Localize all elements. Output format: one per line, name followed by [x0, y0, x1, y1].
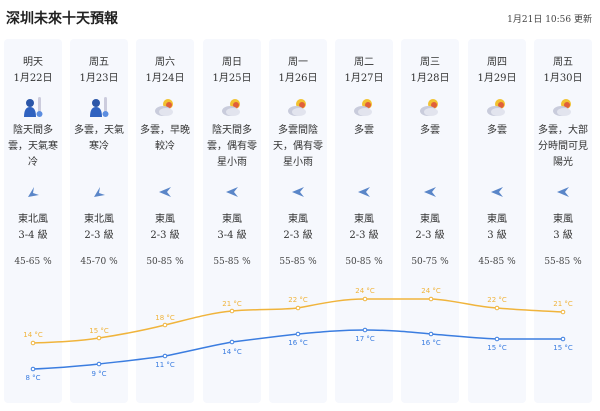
day-column: 明天 1月22日 陰天間多雲，天氣寒冷 東北風 3-4 級 45-65 % — [4, 39, 62, 403]
wind-level: 3-4 級 — [217, 230, 247, 241]
weather-description: 陰天間多雲，天氣寒冷 — [8, 125, 58, 168]
sun-cloud-icon — [553, 99, 571, 116]
wind-direction-icon — [557, 187, 569, 197]
humidity: 45-85 % — [478, 257, 516, 267]
wind-level: 2-3 級 — [150, 230, 180, 241]
day-column: 周一 1月26日 多雲間陰天，偶有零星小雨 東風 2-3 級 55-85 % — [269, 39, 327, 403]
humidity: 55-85 % — [279, 257, 317, 267]
weather-description: 多雲間陰天，偶有零星小雨 — [273, 125, 323, 168]
day-of-week: 明天 — [23, 57, 43, 68]
day-column: 周二 1月27日 多雲 東風 2-3 級 50-85 % — [335, 39, 393, 403]
wind-direction: 東北風 — [84, 214, 114, 225]
day-of-week: 周一 — [288, 57, 308, 68]
wind-direction: 東風 — [155, 214, 175, 225]
day-of-week: 周六 — [155, 57, 175, 68]
forecast-columns: 明天 1月22日 陰天間多雲，天氣寒冷 東北風 3-4 級 45-65 % 周五… — [0, 39, 600, 403]
wind-level: 3 級 — [553, 230, 573, 241]
sun-cloud-icon — [354, 99, 372, 116]
day-column: 周五 1月23日 多雲，天氣寒冷 東北風 2-3 級 45-70 % — [70, 39, 128, 403]
update-timestamp: 1月21日 10:56 更新 — [507, 15, 592, 25]
wind-direction-icon — [424, 187, 436, 197]
sun-cloud-icon — [155, 99, 173, 116]
humidity: 55-85 % — [213, 257, 251, 267]
day-date: 1月30日 — [543, 73, 583, 84]
wind-direction-icon — [94, 187, 105, 197]
sun-cloud-icon — [487, 99, 505, 116]
humidity: 55-85 % — [544, 257, 582, 267]
cold-icon — [24, 97, 43, 117]
wind-direction: 東風 — [222, 214, 242, 225]
wind-direction-icon — [358, 187, 370, 197]
day-date: 1月28日 — [410, 73, 450, 84]
day-date: 1月25日 — [212, 73, 252, 84]
sun-cloud-icon — [288, 99, 306, 116]
day-of-week: 周日 — [222, 57, 242, 68]
sun-cloud-icon — [222, 99, 240, 116]
day-column: 周三 1月28日 多雲 東風 2-3 級 50-75 % — [401, 39, 459, 403]
wind-direction: 東風 — [354, 214, 374, 225]
wind-direction-icon — [28, 187, 39, 197]
day-column: 周四 1月29日 多雲 東風 3 級 45-85 % — [468, 39, 526, 403]
wind-level: 3 級 — [487, 230, 507, 241]
weather-description: 多雲，大部分時間可見陽光 — [538, 125, 588, 168]
humidity: 45-70 % — [80, 257, 118, 267]
cold-icon — [90, 97, 109, 117]
wind-direction: 東風 — [420, 214, 440, 225]
weather-description: 多雲，早晚較冷 — [140, 125, 190, 152]
humidity: 50-85 % — [146, 257, 184, 267]
wind-direction-icon — [292, 187, 304, 197]
day-column: 周日 1月25日 陰天間多雲，偶有零星小雨 東風 3-4 級 55-85 % — [203, 39, 261, 403]
day-date: 1月23日 — [79, 73, 119, 84]
humidity: 50-85 % — [345, 257, 383, 267]
wind-level: 2-3 級 — [415, 230, 445, 241]
wind-direction: 東風 — [288, 214, 308, 225]
day-of-week: 周三 — [420, 57, 440, 68]
day-date: 1月27日 — [344, 73, 384, 84]
day-date: 1月22日 — [13, 73, 53, 84]
humidity: 50-75 % — [411, 257, 449, 267]
weather-description: 多雲 — [487, 125, 507, 136]
day-of-week: 周四 — [487, 57, 507, 68]
day-date: 1月26日 — [278, 73, 318, 84]
day-date: 1月24日 — [145, 73, 185, 84]
wind-direction-icon — [159, 187, 171, 197]
day-column: 周六 1月24日 多雲，早晚較冷 東風 2-3 級 50-85 % — [136, 39, 194, 403]
wind-level: 2-3 級 — [283, 230, 313, 241]
weather-description: 多雲 — [354, 125, 374, 136]
sun-cloud-icon — [420, 99, 438, 116]
page-title: 深圳未來十天預報 — [6, 11, 118, 27]
wind-level: 3-4 級 — [18, 230, 48, 241]
day-column: 周五 1月30日 多雲，大部分時間可見陽光 東風 3 級 55-85 % — [534, 39, 592, 403]
day-of-week: 周五 — [89, 57, 109, 68]
weather-description: 多雲，天氣寒冷 — [74, 125, 124, 152]
wind-direction-icon — [226, 187, 238, 197]
wind-level: 2-3 級 — [84, 230, 114, 241]
day-of-week: 周二 — [354, 57, 374, 68]
day-of-week: 周五 — [553, 57, 573, 68]
wind-direction: 東北風 — [18, 214, 48, 225]
wind-direction-icon — [491, 187, 503, 197]
weather-description: 多雲 — [420, 125, 440, 136]
wind-direction: 東風 — [553, 214, 573, 225]
humidity: 45-65 % — [14, 257, 52, 267]
wind-direction: 東風 — [487, 214, 507, 225]
weather-description: 陰天間多雲，偶有零星小雨 — [207, 125, 257, 168]
day-date: 1月29日 — [477, 73, 517, 84]
wind-level: 2-3 級 — [349, 230, 379, 241]
